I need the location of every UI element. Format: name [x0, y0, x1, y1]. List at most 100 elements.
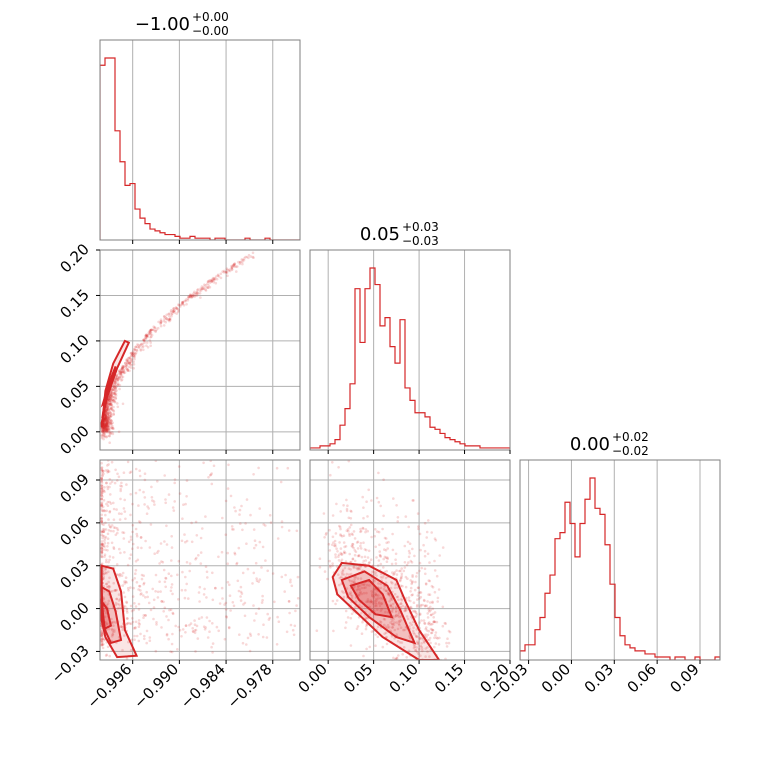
scatter-point [378, 550, 382, 553]
scatter-point [115, 374, 118, 378]
scatter-point [103, 422, 107, 425]
scatter-point [189, 294, 192, 298]
scatter-point [171, 506, 175, 509]
scatter-point [156, 480, 159, 483]
scatter-point [129, 470, 133, 474]
scatter-point [264, 559, 267, 562]
scatter-point [104, 418, 108, 421]
scatter-point [121, 625, 124, 629]
scatter-point [100, 633, 103, 636]
scatter-point [138, 344, 142, 347]
scatter-point [337, 573, 340, 576]
scatter-point [120, 367, 124, 370]
scatter-point [121, 584, 125, 587]
scatter-point [415, 635, 418, 638]
scatter-point [398, 579, 402, 583]
scatter-point [235, 270, 238, 273]
scatter-point [239, 599, 243, 602]
scatter-point [429, 663, 432, 666]
scatter-point [107, 408, 111, 411]
scatter-point [207, 280, 210, 284]
scatter-point [100, 473, 104, 477]
scatter-point [338, 583, 341, 587]
scatter-point [414, 580, 417, 584]
scatter-point [108, 510, 112, 513]
scatter-point [301, 541, 304, 544]
scatter-point [106, 419, 109, 423]
scatter-point [154, 573, 158, 577]
scatter-point [362, 586, 366, 590]
scatter-point [427, 519, 430, 522]
scatter-point [100, 497, 103, 501]
scatter-point [350, 532, 354, 536]
scatter-point [426, 662, 429, 665]
scatter-point [224, 608, 228, 611]
scatter-point [208, 281, 212, 284]
scatter-point [152, 325, 155, 329]
scatter-point [415, 628, 419, 631]
scatter-point [233, 551, 236, 555]
y-tick-label: 0.03 [56, 556, 92, 592]
scatter-point [127, 362, 131, 365]
scatter-point [186, 297, 190, 300]
scatter-point [226, 268, 229, 272]
scatter-point [139, 632, 142, 636]
scatter-point [105, 418, 108, 422]
scatter-point [126, 617, 129, 620]
scatter-point [346, 616, 350, 619]
scatter-point [137, 588, 140, 591]
scatter-point [105, 415, 108, 419]
scatter-point [402, 646, 406, 649]
scatter-point [208, 630, 211, 633]
scatter-point [108, 415, 111, 418]
scatter-point [367, 600, 370, 603]
scatter-point [182, 303, 186, 307]
scatter-point [111, 424, 114, 428]
scatter-point [103, 435, 107, 438]
scatter-point [428, 561, 431, 564]
scatter-point [150, 485, 153, 489]
scatter-point [199, 287, 202, 291]
scatter-point [108, 430, 112, 434]
scatter-point [218, 602, 222, 605]
scatter-point [403, 609, 406, 613]
scatter-point [106, 549, 109, 552]
scatter-point [120, 512, 123, 516]
scatter-point [412, 626, 415, 629]
scatter-point [121, 366, 125, 370]
scatter-point [102, 544, 106, 547]
scatter-point [104, 410, 108, 414]
scatter-point [146, 346, 150, 349]
scatter-point [116, 479, 119, 482]
scatter-point [268, 514, 272, 517]
scatter-point [369, 601, 372, 604]
scatter-point [376, 625, 380, 629]
scatter-point [101, 470, 105, 473]
scatter-point [107, 421, 111, 424]
scatter-point [103, 424, 106, 427]
scatter-point [349, 568, 352, 571]
scatter-point [102, 534, 106, 538]
scatter-point [100, 520, 103, 524]
scatter-point [112, 391, 115, 395]
scatter-point [114, 392, 118, 396]
scatter-point [188, 295, 192, 299]
scatter-point [337, 553, 341, 557]
scatter-point [333, 544, 336, 548]
scatter-point [428, 621, 431, 624]
scatter-point [208, 285, 212, 289]
scatter-point [137, 504, 140, 507]
scatter-point [128, 361, 132, 365]
scatter-point [357, 593, 360, 597]
scatter-point [114, 397, 118, 400]
scatter-point [339, 510, 343, 513]
scatter-point [160, 600, 163, 603]
scatter-point [425, 530, 429, 534]
scatter-point [365, 548, 368, 552]
scatter-point [329, 566, 332, 569]
scatter-point [363, 583, 366, 586]
scatter-point [433, 590, 437, 594]
scatter-point [280, 520, 284, 523]
scatter-point [129, 450, 132, 453]
scatter-point [104, 654, 108, 657]
